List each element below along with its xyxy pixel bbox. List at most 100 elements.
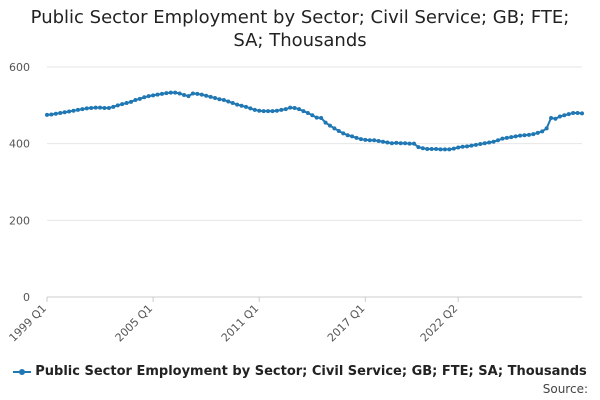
data-point[interactable] — [243, 104, 248, 109]
data-point[interactable] — [345, 133, 350, 138]
data-point[interactable] — [456, 145, 461, 150]
data-point[interactable] — [102, 106, 107, 111]
data-point[interactable] — [571, 111, 576, 115]
data-point[interactable] — [266, 109, 271, 114]
data-point[interactable] — [385, 140, 390, 145]
data-point[interactable] — [562, 113, 567, 118]
data-point[interactable] — [53, 111, 58, 116]
data-point[interactable] — [288, 105, 293, 110]
data-point[interactable] — [438, 147, 443, 152]
data-point[interactable] — [482, 141, 487, 146]
data-point[interactable] — [323, 120, 328, 125]
data-point[interactable] — [49, 112, 54, 117]
data-point[interactable] — [394, 140, 399, 145]
data-point[interactable] — [310, 113, 315, 118]
data-point[interactable] — [575, 111, 580, 115]
data-point[interactable] — [504, 135, 509, 140]
data-point[interactable] — [487, 140, 492, 145]
data-point[interactable] — [98, 105, 103, 110]
data-point[interactable] — [129, 99, 134, 104]
data-point[interactable] — [292, 106, 297, 111]
data-point[interactable] — [319, 115, 324, 120]
data-point[interactable] — [58, 111, 63, 115]
data-point[interactable] — [354, 135, 359, 140]
data-point[interactable] — [473, 142, 478, 147]
data-point[interactable] — [257, 108, 262, 113]
data-point[interactable] — [372, 138, 377, 143]
data-point[interactable] — [270, 109, 275, 114]
data-point[interactable] — [518, 133, 523, 138]
data-point[interactable] — [248, 106, 253, 111]
data-point[interactable] — [106, 106, 111, 111]
data-point[interactable] — [478, 142, 483, 147]
data-point[interactable] — [204, 93, 209, 98]
data-point[interactable] — [389, 141, 394, 146]
data-point[interactable] — [509, 135, 514, 140]
data-point[interactable] — [155, 92, 160, 97]
data-point[interactable] — [230, 101, 235, 106]
data-point[interactable] — [447, 147, 452, 152]
data-point[interactable] — [425, 147, 430, 152]
data-point[interactable] — [465, 144, 470, 149]
data-point[interactable] — [111, 104, 116, 109]
data-point[interactable] — [84, 106, 89, 111]
data-point[interactable] — [544, 126, 549, 131]
data-point[interactable] — [195, 91, 200, 96]
data-point[interactable] — [252, 107, 257, 112]
data-point[interactable] — [491, 139, 496, 144]
data-point[interactable] — [168, 90, 173, 95]
data-point[interactable] — [67, 109, 72, 114]
data-point[interactable] — [314, 115, 319, 120]
data-point[interactable] — [75, 107, 80, 112]
data-point[interactable] — [283, 107, 288, 112]
data-point[interactable] — [173, 90, 178, 95]
data-point[interactable] — [429, 147, 434, 152]
data-point[interactable] — [186, 94, 191, 99]
data-point[interactable] — [350, 134, 355, 139]
data-point[interactable] — [531, 132, 536, 137]
data-point[interactable] — [182, 92, 187, 97]
data-point[interactable] — [416, 145, 421, 150]
data-point[interactable] — [190, 91, 195, 96]
data-point[interactable] — [45, 112, 49, 117]
data-point[interactable] — [305, 111, 310, 115]
data-point[interactable] — [297, 107, 302, 112]
data-point[interactable] — [500, 136, 505, 141]
data-point[interactable] — [142, 95, 147, 100]
data-point[interactable] — [239, 103, 244, 108]
data-point[interactable] — [495, 138, 500, 143]
data-point[interactable] — [235, 102, 240, 107]
data-point[interactable] — [540, 129, 545, 134]
data-point[interactable] — [363, 137, 368, 142]
data-point[interactable] — [217, 97, 222, 102]
data-point[interactable] — [553, 116, 558, 121]
data-point[interactable] — [332, 126, 337, 131]
data-point[interactable] — [133, 97, 138, 102]
data-point[interactable] — [376, 138, 381, 143]
data-point[interactable] — [398, 141, 403, 146]
data-point[interactable] — [460, 144, 465, 149]
data-point[interactable] — [213, 96, 218, 101]
data-point[interactable] — [80, 107, 85, 112]
data-point[interactable] — [358, 137, 363, 142]
data-point[interactable] — [62, 110, 67, 115]
data-point[interactable] — [120, 102, 125, 107]
data-point[interactable] — [580, 111, 584, 116]
data-point[interactable] — [403, 141, 408, 146]
data-point[interactable] — [208, 94, 213, 99]
data-point[interactable] — [535, 130, 540, 135]
data-point[interactable] — [71, 108, 76, 113]
data-point[interactable] — [442, 147, 447, 152]
data-point[interactable] — [420, 146, 425, 151]
data-point[interactable] — [434, 147, 439, 152]
data-point[interactable] — [367, 138, 372, 143]
data-point[interactable] — [261, 109, 266, 114]
data-point[interactable] — [274, 108, 279, 113]
data-point[interactable] — [526, 132, 531, 137]
data-point[interactable] — [124, 101, 129, 106]
data-point[interactable] — [177, 91, 182, 96]
data-point[interactable] — [557, 114, 562, 119]
data-point[interactable] — [336, 129, 341, 134]
data-point[interactable] — [199, 92, 204, 97]
data-point[interactable] — [115, 103, 120, 108]
